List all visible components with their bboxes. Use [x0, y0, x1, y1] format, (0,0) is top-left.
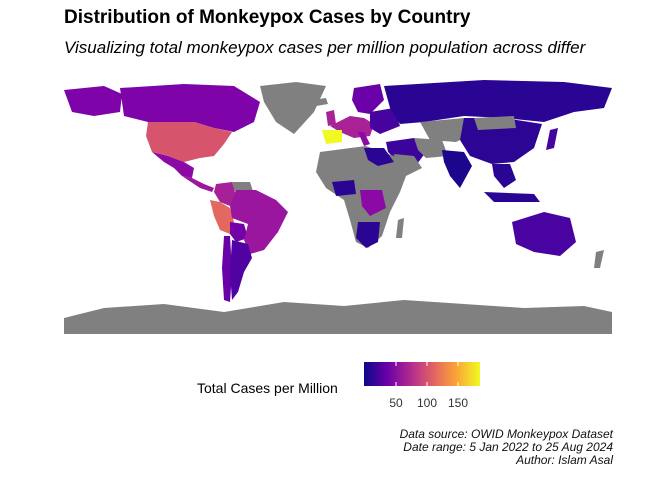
iran — [414, 138, 448, 158]
usa — [146, 122, 232, 162]
alaska — [64, 86, 122, 116]
argentina — [230, 240, 252, 300]
india — [442, 150, 472, 188]
south-africa — [356, 222, 380, 248]
spain-portugal — [322, 130, 342, 144]
eastern-europe — [370, 108, 400, 134]
mexico — [152, 152, 194, 178]
caption-source: Data source: OWID Monkeypox Dataset — [399, 427, 613, 441]
chart-title: Distribution of Monkeypox Cases by Count… — [64, 7, 471, 28]
caption-author: Author: Islam Asal — [516, 453, 613, 467]
bolivia — [230, 222, 248, 242]
italy — [358, 132, 370, 146]
australia — [512, 212, 576, 256]
madagascar — [396, 218, 404, 238]
indonesia — [484, 192, 540, 202]
central-america — [182, 176, 214, 192]
iceland — [312, 98, 328, 106]
japan — [546, 128, 558, 150]
caption: Data source: OWID Monkeypox Dataset Date… — [400, 428, 613, 467]
chart-subtitle: Visualizing total monkeypox cases per mi… — [64, 38, 586, 57]
antarctica — [64, 300, 612, 334]
legend-tick-150: 150 — [447, 396, 469, 410]
southeast-asia — [492, 164, 516, 188]
chile — [222, 236, 232, 302]
brazil — [230, 190, 288, 254]
world-map — [64, 72, 612, 334]
russia — [384, 80, 612, 124]
colombia — [214, 182, 236, 206]
greenland — [260, 82, 326, 134]
new-zealand — [594, 250, 604, 268]
peru — [210, 200, 234, 234]
west-africa — [332, 180, 356, 196]
scandinavia — [352, 84, 384, 114]
caption-date-range: Date range: 5 Jan 2022 to 25 Aug 2024 — [403, 440, 613, 454]
legend-tick-100: 100 — [416, 396, 438, 410]
canada — [120, 84, 260, 132]
north-africa — [364, 148, 394, 166]
legend-tick-50: 50 — [389, 396, 403, 410]
legend-colorbar — [364, 362, 480, 386]
legend-title: Total Cases per Million — [197, 380, 338, 396]
central-africa — [360, 190, 386, 216]
uk — [326, 110, 336, 126]
mongolia — [474, 116, 516, 130]
